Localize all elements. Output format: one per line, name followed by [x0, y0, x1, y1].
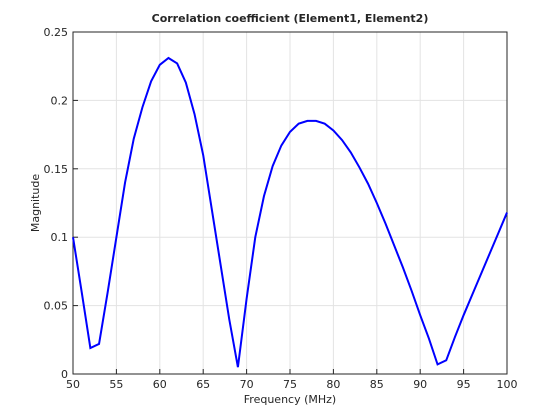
y-tick-label: 0.15 [44, 163, 69, 176]
x-tick-label: 75 [283, 378, 297, 391]
x-tick-label: 95 [457, 378, 471, 391]
x-tick-label: 80 [326, 378, 340, 391]
x-tick-label: 50 [66, 378, 80, 391]
y-tick-label: 0.25 [44, 26, 69, 39]
y-tick-label: 0.1 [51, 231, 69, 244]
y-axis-label: Magnitude [29, 174, 42, 233]
y-tick-label: 0 [61, 368, 68, 381]
x-tick-label: 85 [370, 378, 384, 391]
axes-box [72, 31, 508, 375]
x-axis-label: Frequency (MHz) [244, 393, 336, 406]
x-tick-label: 55 [109, 378, 123, 391]
chart-title: Correlation coefficient (Element1, Eleme… [152, 12, 429, 25]
x-tick-label: 90 [413, 378, 427, 391]
y-tick-label: 0.05 [44, 300, 69, 313]
x-tick-label: 60 [153, 378, 167, 391]
x-tick-label: 65 [196, 378, 210, 391]
data-line [72, 56, 508, 368]
x-tick-label: 100 [497, 378, 518, 391]
y-tick-label: 0.2 [51, 94, 69, 107]
x-tick-label: 70 [240, 378, 254, 391]
